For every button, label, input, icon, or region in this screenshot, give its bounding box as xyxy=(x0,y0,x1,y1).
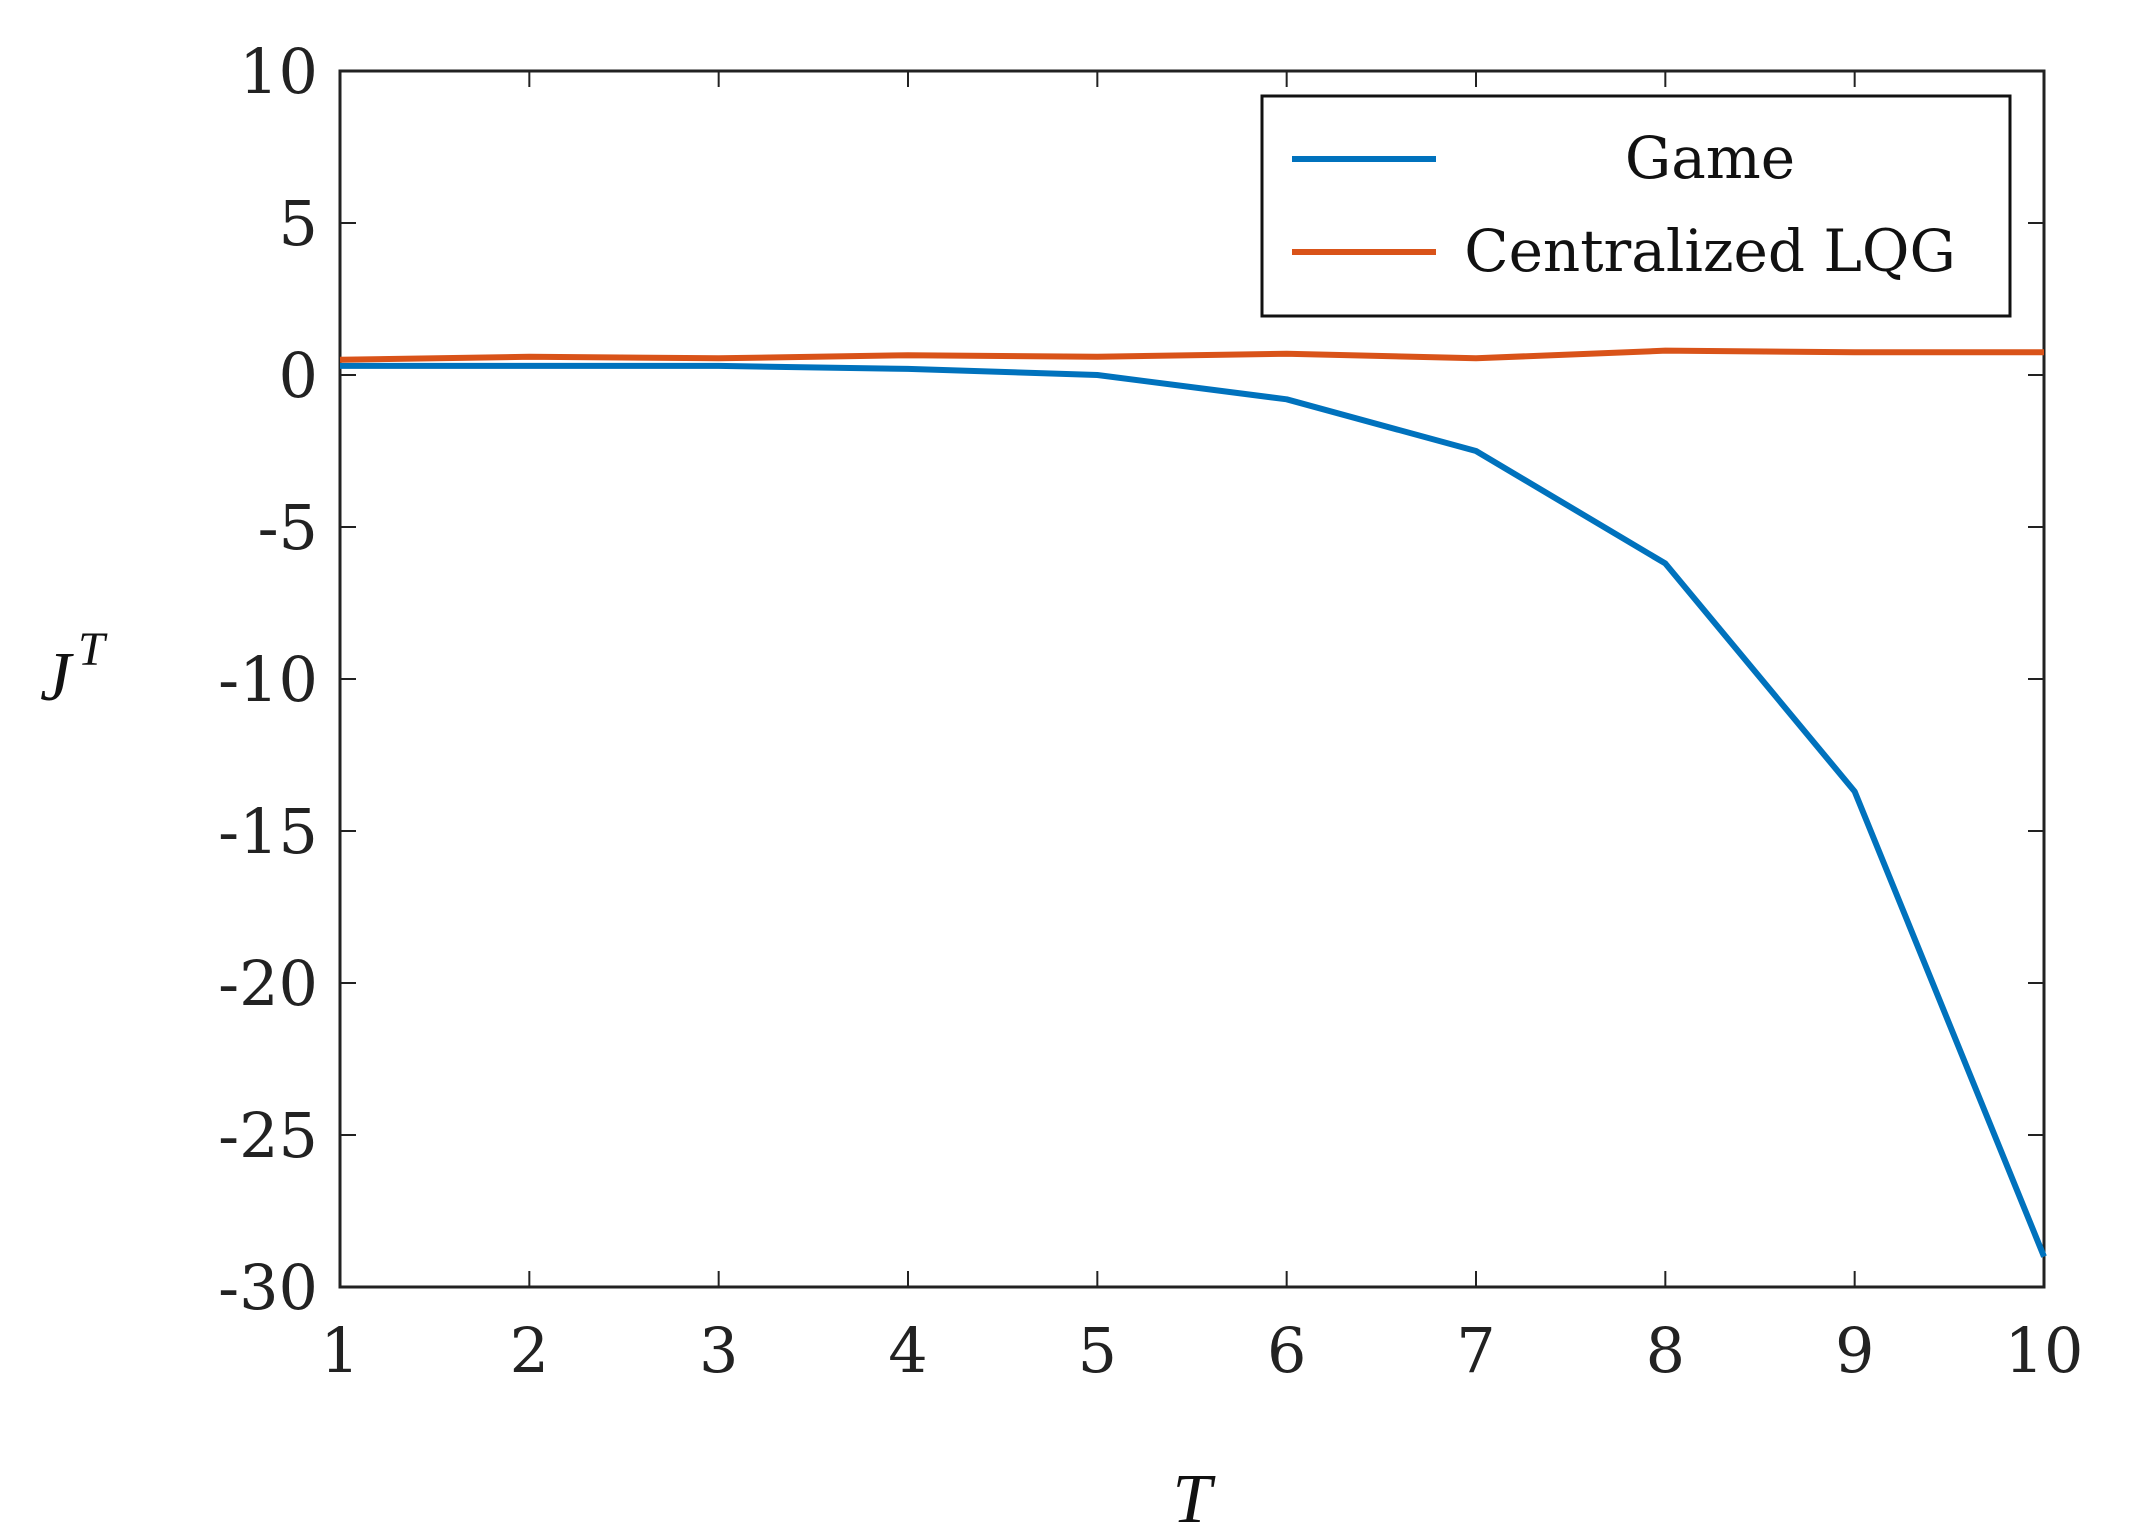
legend-label-centralized-lqg: Centralized LQG xyxy=(1464,217,1956,285)
y-tick-labels: 10 5 0 -5 -10 -15 -20 -25 -30 xyxy=(218,35,318,1324)
y-axis-title-base: J xyxy=(40,639,74,716)
y-tick-label: 10 xyxy=(239,35,318,108)
x-tick-labels: 1 2 3 4 5 6 7 8 9 10 xyxy=(320,1314,2083,1387)
y-tick-label: -5 xyxy=(258,491,318,564)
y-tick-label: -20 xyxy=(218,947,318,1020)
y-tick-marks xyxy=(340,70,2044,1288)
x-tick-marks xyxy=(339,71,2045,1287)
series-lines xyxy=(339,347,2047,1258)
x-tick-label: 7 xyxy=(1456,1314,1495,1387)
y-tick-label: -25 xyxy=(218,1099,318,1172)
legend-box xyxy=(1260,94,2012,318)
y-tick-label: 5 xyxy=(279,187,318,260)
y-tick-label: -15 xyxy=(218,795,318,868)
y-axis-title: J T xyxy=(40,623,108,716)
series-line-game xyxy=(340,362,2047,1258)
x-tick-label: 10 xyxy=(2005,1314,2084,1387)
x-tick-label: 5 xyxy=(1078,1314,1117,1387)
y-tick-label: -30 xyxy=(218,1251,318,1324)
x-tick-label: 3 xyxy=(699,1314,738,1387)
legend: Game Centralized LQG xyxy=(1260,94,2012,318)
legend-label-game: Game xyxy=(1625,124,1795,192)
series-line-centralized-lqg xyxy=(339,347,2044,363)
x-tick-label: 6 xyxy=(1267,1314,1306,1387)
y-axis-title-superscript: T xyxy=(78,623,108,676)
y-tick-label: -10 xyxy=(218,643,318,716)
x-tick-label: 1 xyxy=(320,1314,359,1387)
y-tick-label: 0 xyxy=(279,339,318,412)
x-tick-label: 4 xyxy=(888,1314,927,1387)
x-tick-label: 9 xyxy=(1835,1314,1874,1387)
x-tick-label: 8 xyxy=(1646,1314,1685,1387)
x-axis-title: T xyxy=(1173,1461,1217,1538)
x-tick-label: 2 xyxy=(510,1314,549,1387)
